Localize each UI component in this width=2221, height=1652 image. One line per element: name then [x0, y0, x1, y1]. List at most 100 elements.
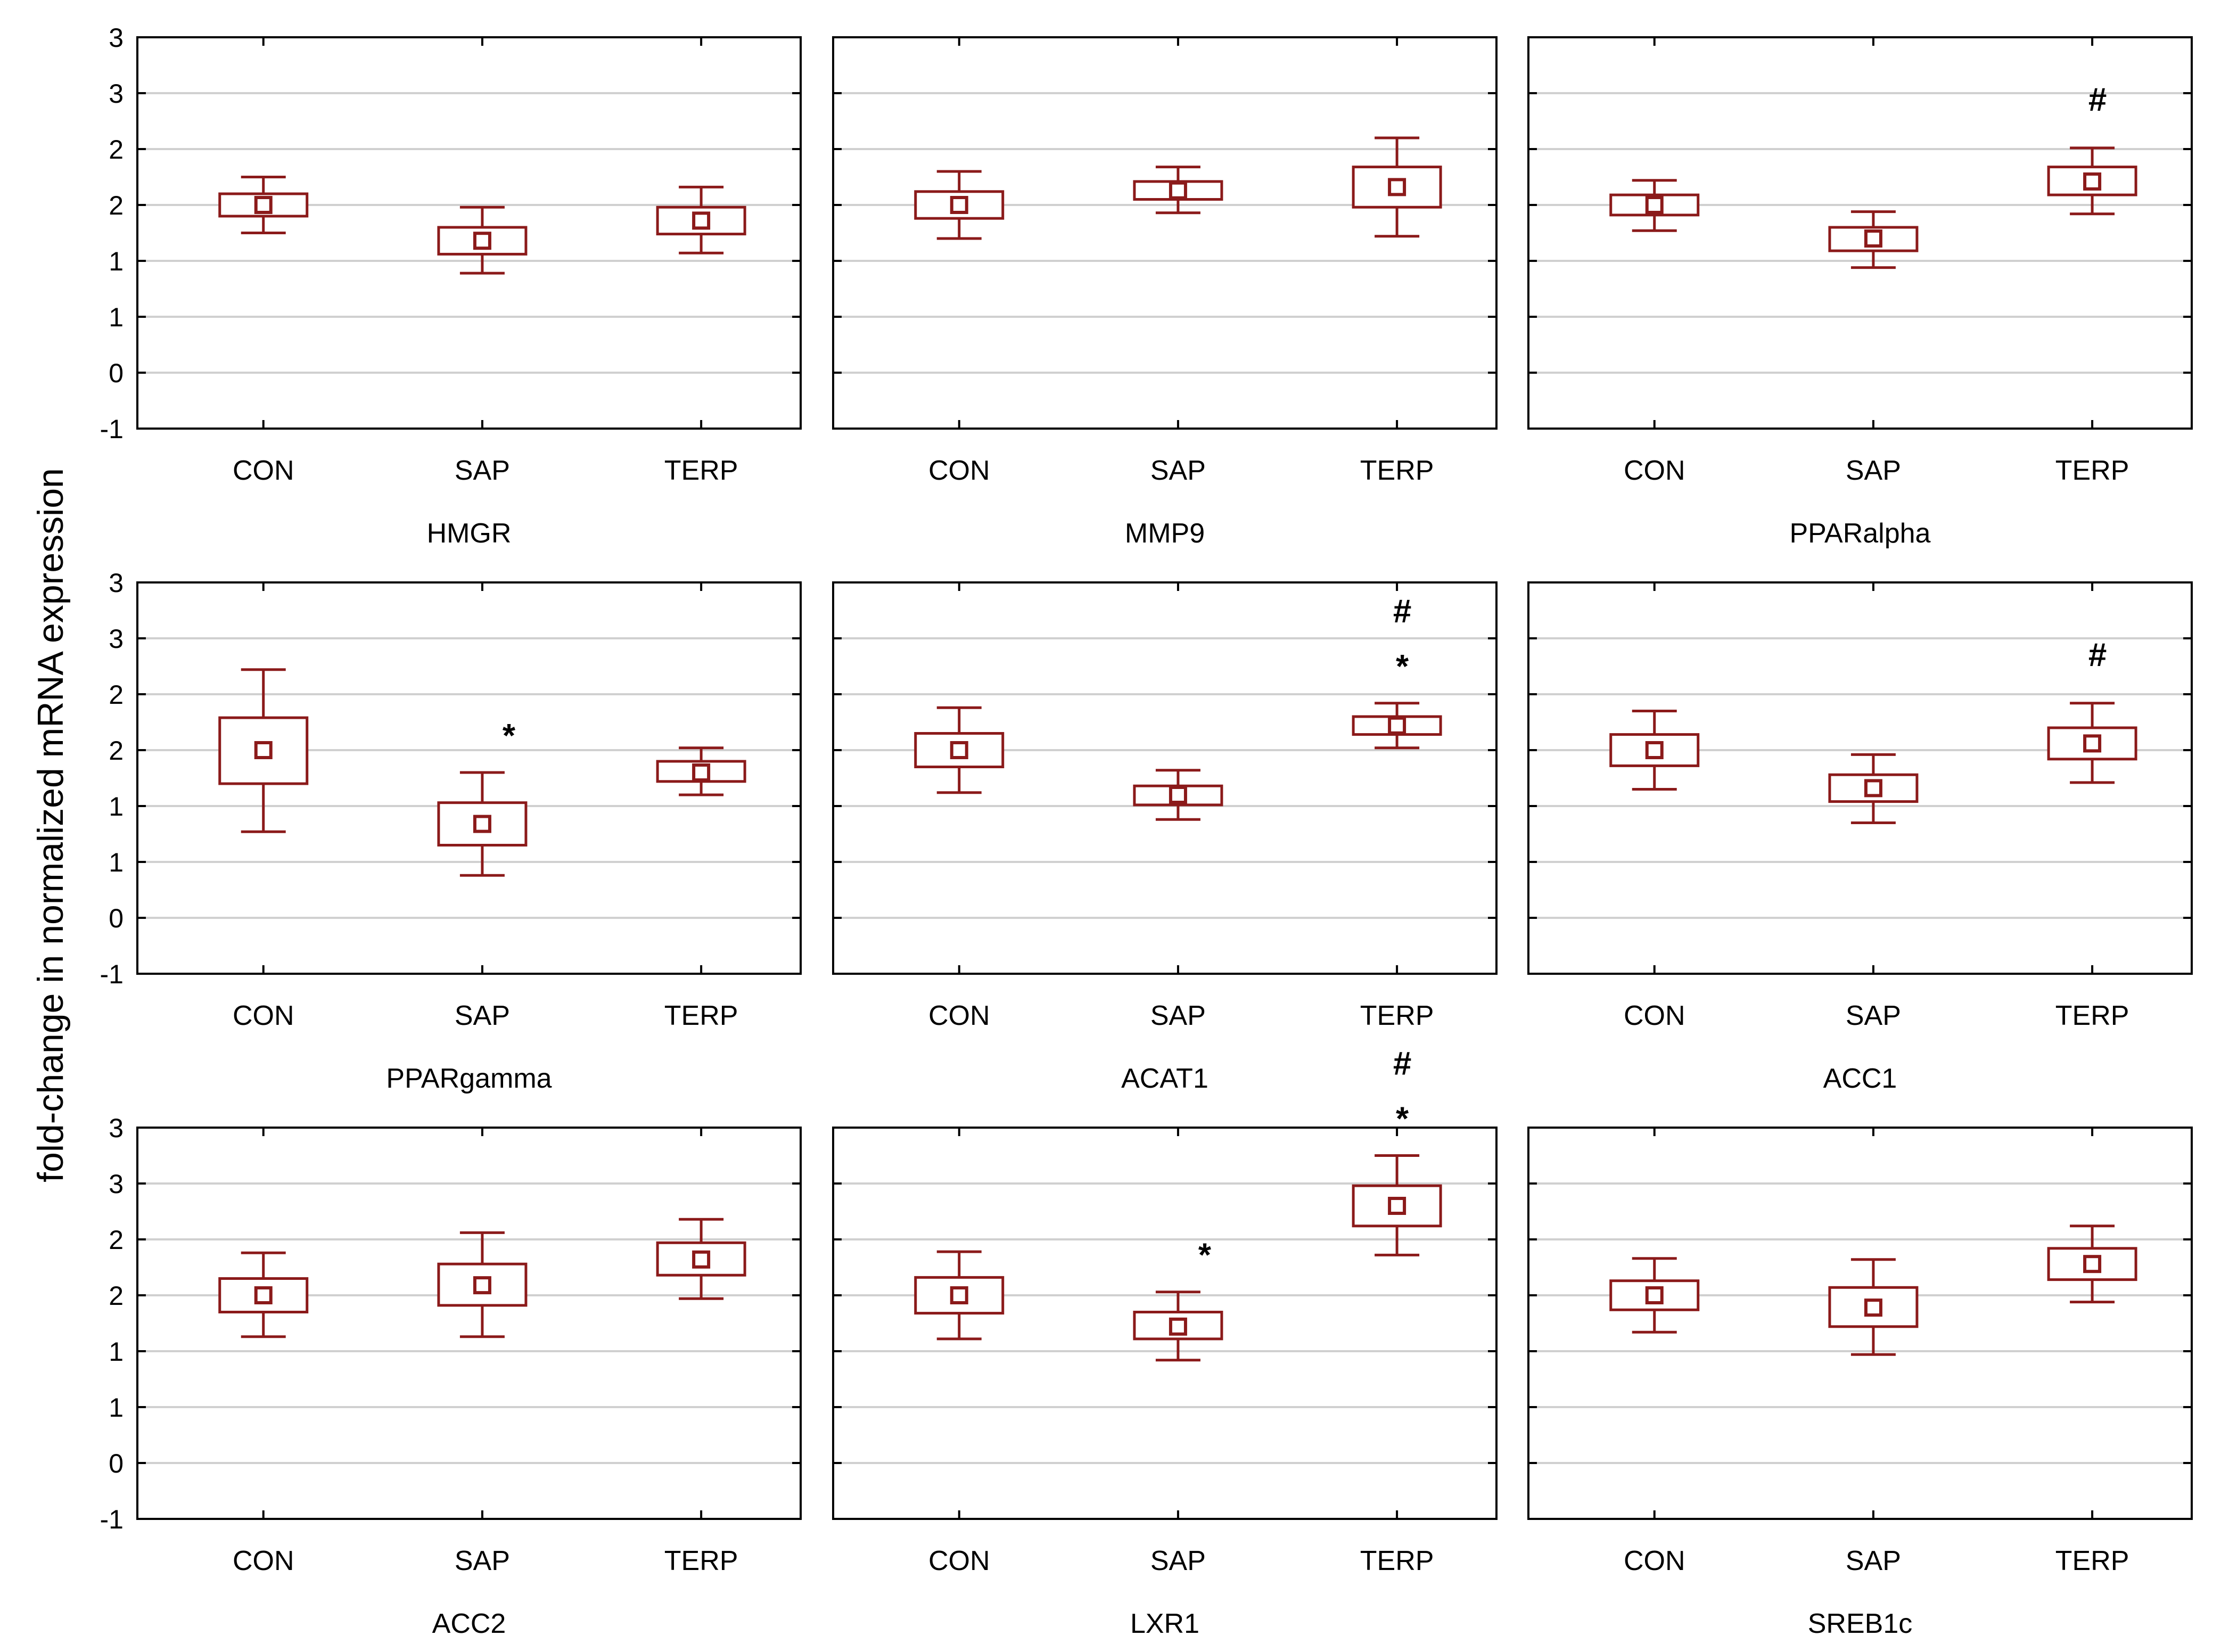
plot-frame	[1527, 36, 2193, 430]
x-tick-label: TERP	[1360, 455, 1434, 486]
panel-title: LXR1	[1130, 1608, 1199, 1639]
box-con	[914, 170, 1005, 240]
mean-marker	[1169, 181, 1187, 200]
y-tick-label: -1	[100, 414, 124, 444]
y-tick-label: 2	[109, 736, 124, 766]
mean-marker	[692, 211, 711, 230]
y-tick-label: 1	[109, 1337, 124, 1367]
mean-marker	[254, 741, 273, 759]
panel-acc2: 3 3 2 2 1 1 0 -1 CON SAP TERP ACC2	[100, 1113, 802, 1639]
plot-frame	[832, 1127, 1498, 1520]
box-con	[914, 1250, 1005, 1341]
mean-marker	[254, 1286, 273, 1304]
x-tick-label: TERP	[664, 455, 738, 486]
x-tick-label: CON	[233, 1546, 294, 1576]
plot-frame	[832, 581, 1498, 975]
box-sap	[1828, 1258, 1919, 1356]
y-tick-label: 0	[109, 903, 124, 933]
mean-marker	[2083, 172, 2102, 191]
mean-marker	[1388, 716, 1406, 735]
y-tick-label: 3	[109, 23, 124, 53]
panel-title: ACAT1	[1121, 1063, 1208, 1094]
mean-marker	[1645, 196, 1664, 214]
mean-marker	[950, 196, 968, 214]
box-sap	[1133, 769, 1223, 821]
significance-hash: #	[2088, 81, 2107, 118]
panel-mmp9: CON SAP TERP MMP9	[832, 36, 1498, 549]
y-tick-label: 0	[109, 1449, 124, 1478]
box-terp	[1352, 136, 1442, 238]
x-tick-label: SAP	[455, 455, 510, 486]
x-tick-label: SAP	[1846, 1546, 1901, 1576]
box-con	[218, 176, 309, 234]
y-tick-label: 3	[109, 79, 124, 109]
y-tick-label: 3	[109, 1113, 124, 1143]
significance-star: *	[503, 718, 516, 754]
x-tick-label: TERP	[2055, 1000, 2129, 1031]
mean-marker	[2083, 1255, 2102, 1273]
box-sap: *	[1133, 1237, 1223, 1362]
mean-marker	[473, 232, 491, 250]
panel-title: PPARgamma	[386, 1063, 552, 1094]
box-con	[914, 706, 1005, 794]
significance-star: *	[1396, 1101, 1409, 1138]
mean-marker	[692, 1250, 711, 1269]
y-tick-label: -1	[100, 1505, 124, 1534]
box-con	[1609, 710, 1700, 791]
mean-marker	[1388, 1197, 1406, 1215]
box-sap	[1828, 753, 1919, 824]
y-axis-label: fold-change in normalized mRNA expressio…	[30, 468, 71, 1182]
x-tick-label: SAP	[455, 1546, 510, 1576]
box-sap	[437, 206, 528, 275]
plot-frame	[136, 1127, 802, 1520]
box-body	[1352, 166, 1442, 209]
y-tick-label: 1	[109, 1393, 124, 1423]
box-terp: #*	[1352, 593, 1442, 750]
significance-hash: #	[2088, 637, 2107, 673]
mean-marker	[1864, 1298, 1882, 1317]
mean-marker	[950, 1286, 968, 1304]
box-con	[218, 1251, 309, 1338]
box-terp: #*	[1352, 1046, 1442, 1256]
box-terp	[656, 746, 746, 796]
x-tick-label: SAP	[1846, 455, 1901, 486]
mean-marker	[1864, 229, 1882, 248]
box-sap: *	[437, 718, 528, 877]
panel-title: HMGR	[427, 518, 512, 549]
plot-frame	[136, 581, 802, 975]
x-tick-label: TERP	[1360, 1546, 1434, 1576]
box-terp: #	[2047, 81, 2137, 216]
y-tick-label: -1	[100, 959, 124, 989]
panel-title: MMP9	[1125, 518, 1205, 549]
panel-sreb1c: CON SAP TERP SREB1c	[1527, 1127, 2193, 1639]
panel-title: PPARalpha	[1790, 518, 1931, 549]
x-tick-label: CON	[1624, 455, 1685, 486]
plot-frame	[832, 36, 1498, 430]
y-tick-label: 3	[109, 1169, 124, 1199]
x-tick-label: TERP	[2055, 455, 2129, 486]
y-tick-label: 0	[109, 358, 124, 388]
plot-frame	[136, 36, 802, 430]
mean-marker	[950, 741, 968, 759]
panel-grid: 3 3 2 2 1 1 0 -1 CON SAP TERP HMGR CON SAP TERP MMP9 CON…	[100, 23, 2193, 1639]
box-terp	[656, 1218, 746, 1300]
y-tick-label: 2	[109, 1225, 124, 1255]
y-tick-label: 2	[109, 1281, 124, 1311]
mean-marker	[254, 196, 273, 214]
mean-marker	[1645, 1286, 1664, 1304]
y-tick-label: 1	[109, 302, 124, 332]
panel-ppargamma: 3 3 2 2 1 1 0 -1 CON SAP TERP PPARgamma *	[100, 568, 802, 1094]
x-tick-label: CON	[928, 1000, 990, 1031]
box-con	[1609, 1257, 1700, 1334]
mean-marker	[1388, 178, 1406, 196]
y-tick-label: 2	[109, 191, 124, 220]
x-tick-label: SAP	[1150, 1000, 1206, 1031]
panel-title: ACC1	[1823, 1063, 1897, 1094]
x-tick-label: CON	[1624, 1546, 1685, 1576]
y-tick-label: 2	[109, 680, 124, 710]
mean-marker	[473, 1276, 491, 1295]
y-tick-label: 1	[109, 848, 124, 877]
x-tick-label: SAP	[1150, 1546, 1206, 1576]
